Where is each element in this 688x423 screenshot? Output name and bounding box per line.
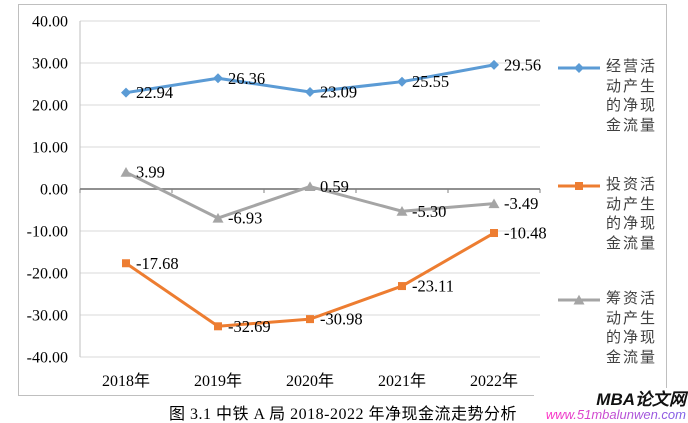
data-label: -32.69 [228,317,271,336]
legend-label: 投资活动产生的净现金流量 [606,177,658,252]
data-label: -5.30 [412,202,446,221]
data-label: 22.94 [136,83,173,102]
y-tick-label: 30.00 [32,56,68,73]
data-point-diamond [397,76,407,87]
data-point-diamond [121,87,131,98]
watermark: MBA论文网 www.51mbalunwen.com [533,388,688,422]
data-point-diamond [489,59,499,70]
data-point-square [306,315,314,324]
legend-item-0: 经营活动产生的净现金流量 [558,58,662,136]
data-label: -10.48 [504,224,547,243]
x-axis-label: 2018年 [102,372,150,390]
y-tick-label: 20.00 [32,98,68,115]
x-axis-label: 2020年 [286,372,334,390]
data-point-triangle [120,167,132,177]
y-tick-label: -20.00 [27,266,68,283]
x-axis-label: 2021年 [378,372,426,390]
data-point-diamond [213,73,223,84]
data-point-triangle [396,206,408,216]
watermark-url: www.51mbalunwen.com [545,407,686,422]
watermark-brand: MBA论文网 [596,390,686,409]
legend-diamond-marker-icon [558,63,600,73]
data-label: -3.49 [504,194,538,213]
legend-triangle-marker-icon [558,294,600,305]
y-tick-label: -30.00 [27,308,68,325]
legend-label: 经营活动产生的净现金流量 [606,59,658,134]
x-axis-label: 2019年 [194,372,242,390]
legend-item-1: 投资活动产生的净现金流量 [558,176,662,254]
data-point-square [122,259,130,268]
y-tick-label: 10.00 [32,140,68,157]
y-tick-label: -10.00 [27,224,68,241]
data-label: 25.55 [412,72,449,91]
data-label: -23.11 [412,277,454,296]
data-point-triangle [488,198,500,209]
data-point-triangle [212,212,224,223]
data-label: -6.93 [228,209,262,228]
legend-label: 筹资活动产生的净现金流量 [606,291,658,366]
legend-item-2: 筹资活动产生的净现金流量 [558,290,662,368]
chart-caption: 图 3.1 中铁 A 局 2018-2022 年净现金流走势分析 [168,406,517,423]
y-tick-label: 0.00 [40,182,68,199]
data-point-square [398,282,406,291]
data-label: -30.98 [320,310,363,329]
legend-square-marker-icon [558,182,600,190]
data-point-triangle [304,181,316,192]
data-label: -17.68 [136,254,179,273]
data-point-square [490,229,498,238]
chart-legend: 经营活动产生的净现金流量 投资活动产生的净现金流量 筹资活动产生的净现金流量 [558,0,668,396]
data-point-diamond [305,87,315,98]
data-label: 0.59 [320,177,349,196]
y-tick-label: 40.00 [32,14,68,31]
y-tick-label: -40.00 [27,350,68,367]
x-axis-label: 2022年 [470,372,518,390]
data-label: 23.09 [320,83,357,102]
data-label: 29.56 [504,55,541,74]
data-label: 26.36 [228,69,265,88]
data-point-square [214,322,222,331]
data-label: 3.99 [136,163,165,182]
